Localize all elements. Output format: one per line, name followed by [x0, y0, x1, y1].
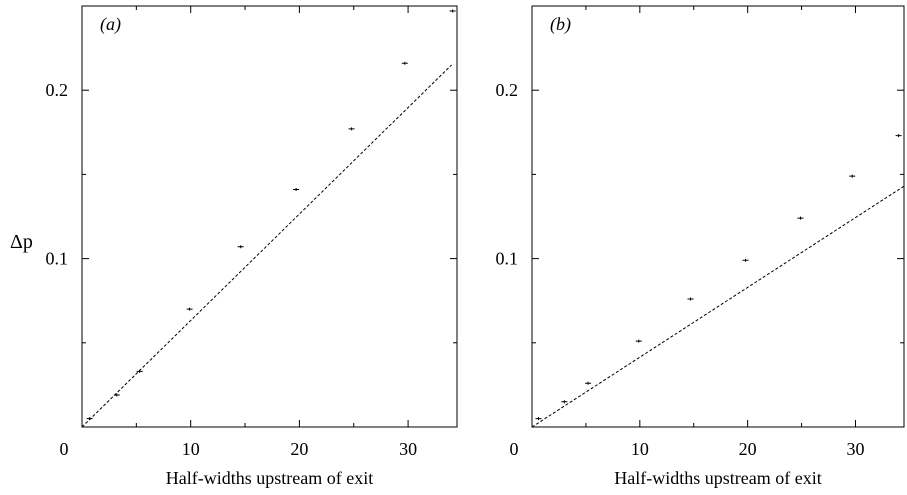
data-point — [895, 134, 902, 138]
data-point — [585, 381, 592, 385]
data-point — [797, 216, 804, 220]
data-point — [237, 245, 244, 249]
data-point — [561, 400, 568, 404]
x-tick-label: 0 — [60, 439, 69, 459]
x-tick-label: 0 — [510, 439, 519, 459]
x-tick-label: 20 — [290, 439, 308, 459]
data-point — [849, 174, 856, 178]
plot-frame-a — [81, 5, 458, 428]
x-axis-title: Half-widths upstream of exit — [614, 468, 821, 488]
data-point — [449, 9, 456, 13]
data-point — [635, 339, 642, 343]
data-point — [687, 297, 694, 301]
panel-label: (b) — [550, 14, 571, 35]
data-point — [535, 417, 542, 421]
fit-line — [531, 185, 905, 428]
y-tick-label: 0.2 — [46, 80, 69, 100]
y-tick-label: 0.2 — [496, 80, 519, 100]
fit-line — [81, 64, 452, 428]
data-point — [186, 307, 193, 311]
x-axis-title: Half-widths upstream of exit — [166, 468, 373, 488]
x-tick-label: 10 — [182, 439, 200, 459]
data-point — [742, 258, 749, 262]
y-tick-label: 0.1 — [46, 249, 69, 269]
x-tick-label: 30 — [399, 439, 417, 459]
x-tick-label: 10 — [631, 439, 649, 459]
plot-frame-b — [531, 5, 905, 428]
panel-label: (a) — [100, 14, 121, 35]
x-tick-label: 20 — [739, 439, 757, 459]
x-tick-label: 30 — [846, 439, 864, 459]
y-tick-label: 0.1 — [496, 249, 519, 269]
data-point — [293, 188, 300, 192]
data-point — [401, 61, 408, 65]
y-axis-title: Δp — [10, 231, 33, 253]
data-point — [348, 127, 355, 131]
